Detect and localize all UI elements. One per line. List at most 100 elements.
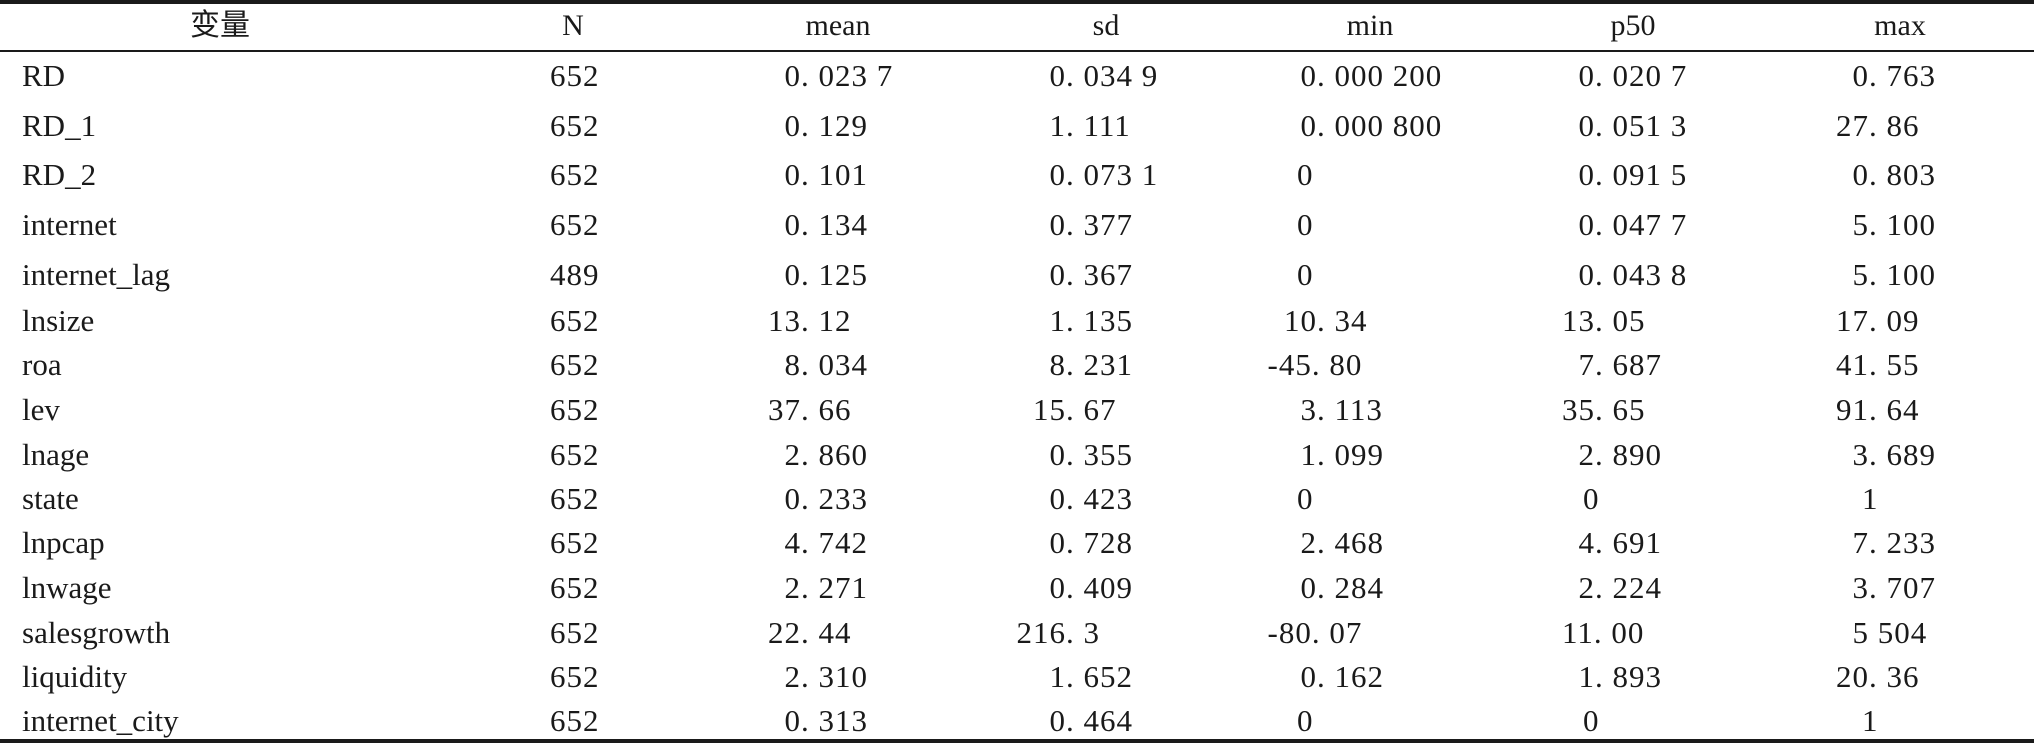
cell-min: 2. 468 bbox=[1300, 525, 1384, 560]
cell-variable: lnpcap bbox=[22, 525, 105, 560]
cell-mean: 0. 129 bbox=[784, 108, 868, 143]
cell-n: 652 bbox=[550, 659, 600, 694]
cell-variable: lnsize bbox=[22, 303, 95, 338]
cell-max: 0. 803 bbox=[1852, 157, 1936, 192]
cell-min: 0 bbox=[1297, 481, 1314, 516]
cell-variable: roa bbox=[22, 347, 62, 382]
cell-p50: 13. 05 bbox=[1562, 303, 1646, 338]
cell-p50: 0. 091 5 bbox=[1578, 157, 1688, 192]
cell-min: -45. 80 bbox=[1267, 347, 1363, 382]
cell-max: 91. 64 bbox=[1836, 392, 1920, 427]
cell-mean: 0. 125 bbox=[784, 257, 868, 292]
cell-sd: 0. 355 bbox=[1049, 437, 1133, 472]
header-sd: sd bbox=[1092, 9, 1120, 42]
cell-max: 5. 100 bbox=[1852, 207, 1936, 242]
cell-p50: 0 bbox=[1583, 481, 1600, 516]
cell-sd: 0. 423 bbox=[1049, 481, 1133, 516]
cell-n: 652 bbox=[550, 570, 600, 605]
cell-sd: 1. 111 bbox=[1049, 108, 1131, 143]
cell-p50: 0 bbox=[1583, 703, 1600, 738]
cell-max: 0. 763 bbox=[1852, 58, 1936, 93]
header-p50: p50 bbox=[1610, 9, 1656, 42]
header-min: min bbox=[1346, 9, 1394, 42]
cell-max: 5. 100 bbox=[1852, 257, 1936, 292]
cell-n: 652 bbox=[550, 481, 600, 516]
cell-sd: 0. 464 bbox=[1049, 703, 1133, 738]
cell-min: -80. 07 bbox=[1267, 615, 1363, 650]
cell-sd: 0. 034 9 bbox=[1049, 58, 1159, 93]
cell-variable: RD_1 bbox=[22, 108, 97, 143]
cell-max: 20. 36 bbox=[1836, 659, 1920, 694]
cell-min: 1. 099 bbox=[1300, 437, 1384, 472]
cell-min: 0. 000 800 bbox=[1300, 108, 1443, 143]
cell-p50: 0. 020 7 bbox=[1578, 58, 1688, 93]
cell-sd: 1. 135 bbox=[1049, 303, 1133, 338]
cell-variable: lnwage bbox=[22, 570, 112, 605]
cell-mean: 0. 313 bbox=[784, 703, 868, 738]
cell-variable: RD bbox=[22, 58, 66, 93]
cell-p50: 11. 00 bbox=[1562, 615, 1645, 650]
bottom-rule bbox=[0, 739, 2034, 743]
cell-variable: internet_lag bbox=[22, 257, 171, 292]
cell-mean: 13. 12 bbox=[768, 303, 852, 338]
cell-max: 1 bbox=[1862, 703, 1879, 738]
cell-min: 0 bbox=[1297, 207, 1314, 242]
cell-n: 652 bbox=[550, 703, 600, 738]
cell-p50: 0. 051 3 bbox=[1578, 108, 1688, 143]
cell-mean: 2. 310 bbox=[784, 659, 868, 694]
cell-variable: state bbox=[22, 481, 79, 516]
cell-p50: 1. 893 bbox=[1578, 659, 1662, 694]
cell-mean: 0. 233 bbox=[784, 481, 868, 516]
cell-n: 652 bbox=[550, 615, 600, 650]
cell-sd: 216. 3 bbox=[1016, 615, 1100, 650]
cell-mean: 2. 860 bbox=[784, 437, 868, 472]
cell-max: 3. 689 bbox=[1852, 437, 1936, 472]
cell-n: 489 bbox=[550, 257, 600, 292]
cell-n: 652 bbox=[550, 525, 600, 560]
header-variable: 变量 bbox=[190, 8, 250, 43]
cell-p50: 0. 047 7 bbox=[1578, 207, 1688, 242]
cell-variable: lnage bbox=[22, 437, 90, 472]
cell-mean: 0. 134 bbox=[784, 207, 868, 242]
cell-sd: 0. 377 bbox=[1049, 207, 1133, 242]
cell-min: 0 bbox=[1297, 257, 1314, 292]
cell-mean: 22. 44 bbox=[768, 615, 852, 650]
cell-n: 652 bbox=[550, 108, 600, 143]
cell-max: 7. 233 bbox=[1852, 525, 1936, 560]
cell-n: 652 bbox=[550, 207, 600, 242]
cell-variable: internet_city bbox=[22, 703, 179, 738]
cell-p50: 7. 687 bbox=[1578, 347, 1662, 382]
cell-sd: 8. 231 bbox=[1049, 347, 1133, 382]
cell-mean: 2. 271 bbox=[784, 570, 868, 605]
cell-sd: 0. 367 bbox=[1049, 257, 1133, 292]
cell-min: 10. 34 bbox=[1284, 303, 1368, 338]
cell-mean: 0. 023 7 bbox=[784, 58, 894, 93]
cell-n: 652 bbox=[550, 437, 600, 472]
cell-sd: 15. 67 bbox=[1033, 392, 1117, 427]
header-max: max bbox=[1874, 9, 1926, 42]
header-n: N bbox=[562, 9, 584, 42]
cell-min: 0 bbox=[1297, 703, 1314, 738]
cell-max: 41. 55 bbox=[1836, 347, 1920, 382]
cell-sd: 0. 728 bbox=[1049, 525, 1133, 560]
cell-max: 27. 86 bbox=[1836, 108, 1920, 143]
cell-min: 0. 162 bbox=[1300, 659, 1384, 694]
cell-mean: 4. 742 bbox=[784, 525, 868, 560]
cell-p50: 4. 691 bbox=[1578, 525, 1662, 560]
cell-n: 652 bbox=[550, 58, 600, 93]
cell-variable: RD_2 bbox=[22, 157, 97, 192]
cell-max: 1 bbox=[1862, 481, 1879, 516]
cell-sd: 1. 652 bbox=[1049, 659, 1133, 694]
cell-p50: 0. 043 8 bbox=[1578, 257, 1688, 292]
cell-p50: 2. 224 bbox=[1578, 570, 1662, 605]
cell-variable: liquidity bbox=[22, 659, 128, 694]
cell-p50: 35. 65 bbox=[1562, 392, 1646, 427]
cell-p50: 2. 890 bbox=[1578, 437, 1662, 472]
cell-max: 3. 707 bbox=[1852, 570, 1936, 605]
cell-n: 652 bbox=[550, 157, 600, 192]
cell-variable: internet bbox=[22, 207, 117, 242]
cell-max: 17. 09 bbox=[1836, 303, 1920, 338]
cell-n: 652 bbox=[550, 392, 600, 427]
cell-min: 3. 113 bbox=[1300, 392, 1383, 427]
